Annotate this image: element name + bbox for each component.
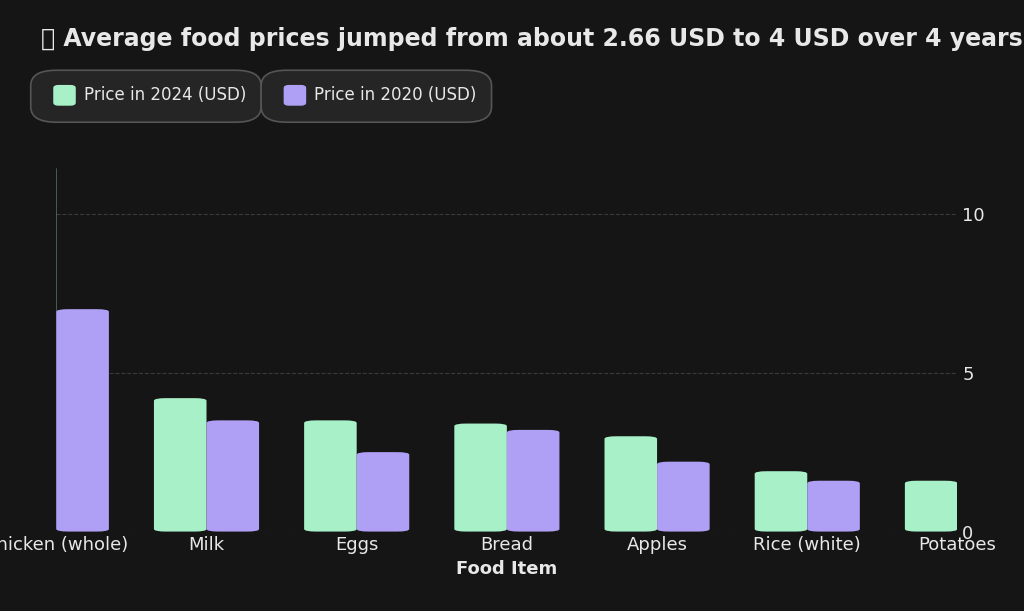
FancyBboxPatch shape xyxy=(657,462,710,532)
FancyBboxPatch shape xyxy=(53,85,76,106)
FancyBboxPatch shape xyxy=(154,398,207,532)
Text: 🍞 Average food prices jumped from about 2.66 USD to 4 USD over 4 years.: 🍞 Average food prices jumped from about … xyxy=(41,27,1024,51)
FancyBboxPatch shape xyxy=(807,481,860,532)
FancyBboxPatch shape xyxy=(356,452,410,532)
FancyBboxPatch shape xyxy=(755,471,807,532)
Text: Price in 2024 (USD): Price in 2024 (USD) xyxy=(84,86,247,104)
FancyBboxPatch shape xyxy=(56,309,109,532)
FancyBboxPatch shape xyxy=(905,481,957,532)
X-axis label: Food Item: Food Item xyxy=(457,560,557,578)
FancyBboxPatch shape xyxy=(304,420,356,532)
FancyBboxPatch shape xyxy=(31,70,261,122)
FancyBboxPatch shape xyxy=(284,85,306,106)
FancyBboxPatch shape xyxy=(207,420,259,532)
FancyBboxPatch shape xyxy=(261,70,492,122)
FancyBboxPatch shape xyxy=(507,430,559,532)
Text: Price in 2020 (USD): Price in 2020 (USD) xyxy=(314,86,477,104)
FancyBboxPatch shape xyxy=(604,436,657,532)
FancyBboxPatch shape xyxy=(4,166,56,532)
FancyBboxPatch shape xyxy=(957,490,1010,532)
FancyBboxPatch shape xyxy=(455,423,507,532)
